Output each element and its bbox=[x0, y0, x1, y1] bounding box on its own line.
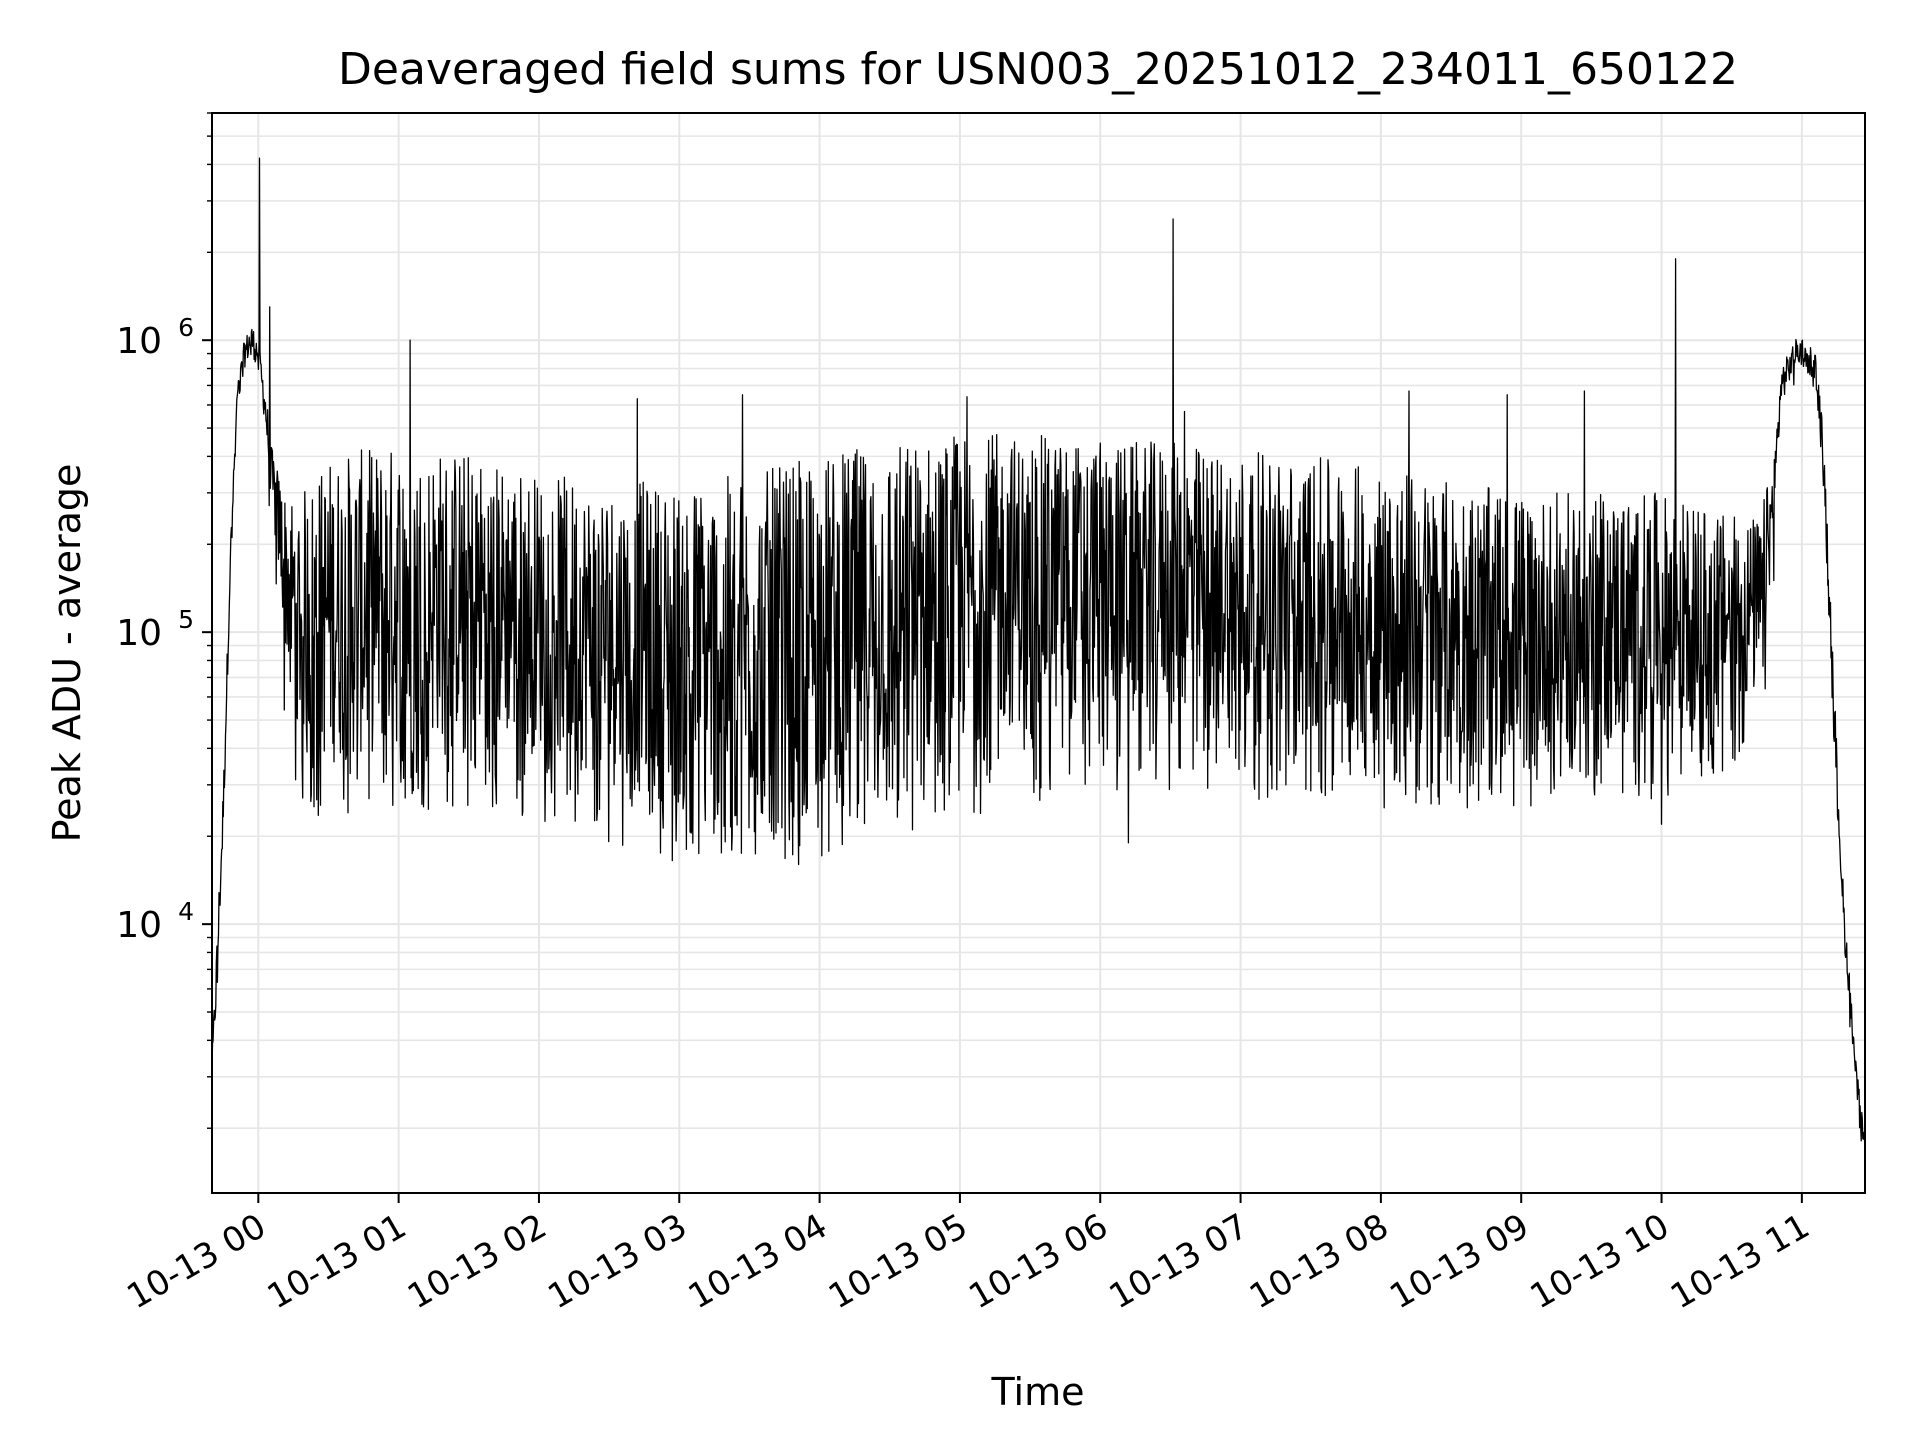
y-tick-label: 10 bbox=[116, 613, 162, 654]
y-tick-label: 10 bbox=[116, 905, 162, 946]
y-axis-label: Peak ADU - average bbox=[45, 464, 89, 843]
x-axis-label: Time bbox=[991, 1370, 1085, 1414]
chart-title: Deaveraged field sums for USN003_2025101… bbox=[338, 44, 1738, 95]
y-tick-exponent: 6 bbox=[178, 313, 194, 342]
y-tick-exponent: 5 bbox=[178, 605, 194, 634]
y-tick-label: 10 bbox=[116, 321, 162, 362]
y-tick-exponent: 4 bbox=[178, 897, 194, 926]
plot-frame bbox=[211, 112, 1866, 1194]
series-path bbox=[212, 157, 1865, 1155]
series-line bbox=[212, 157, 1865, 1155]
y-axis: 10 4 10 5 10 6 bbox=[116, 112, 212, 1129]
